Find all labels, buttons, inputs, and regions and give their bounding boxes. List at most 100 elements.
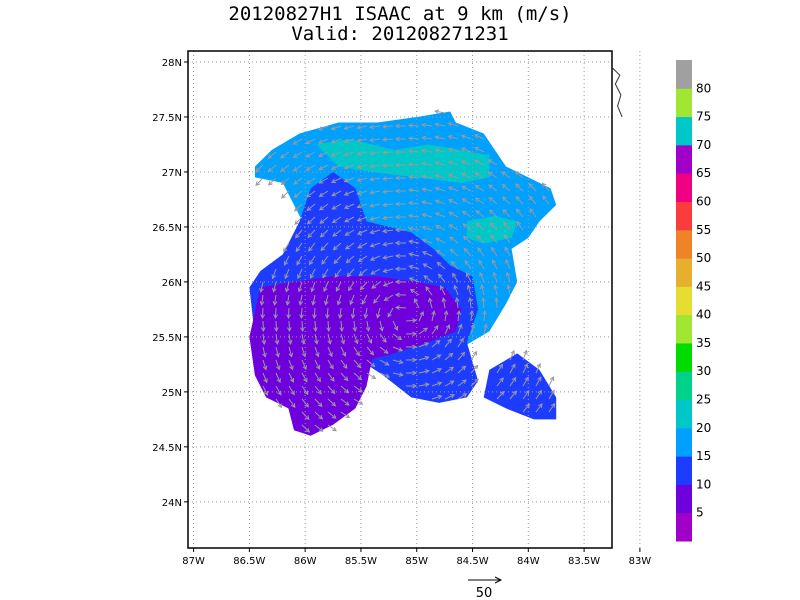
wind-arrow: [262, 372, 268, 384]
wind-arrow: [356, 125, 368, 130]
wind-arrow: [418, 382, 430, 388]
wind-arrow: [444, 366, 455, 374]
wind-arrow: [260, 320, 266, 333]
wind-arrow: [379, 372, 391, 378]
wind-arrow: [522, 403, 531, 413]
y-tick-label: 28N: [162, 58, 182, 69]
y-tick-label: 24.5N: [152, 443, 182, 454]
wind-arrow: [394, 123, 407, 129]
wind-arrow: [382, 241, 394, 247]
wind-arrow: [330, 138, 342, 144]
wind-arrow: [317, 125, 329, 131]
colorbar-label: 55: [696, 223, 711, 237]
wind-arrow: [306, 203, 316, 211]
wind-arrow: [470, 350, 478, 361]
wind-arrow: [371, 281, 381, 289]
wind-arrow: [509, 363, 516, 374]
wind-arrow: [373, 294, 381, 304]
wind-region-2: [316, 139, 490, 183]
wind-arrow: [340, 372, 349, 382]
wind-arrow: [331, 203, 342, 210]
wind-arrow: [408, 226, 420, 232]
wind-arrow: [272, 294, 278, 306]
wind-arrow: [353, 385, 363, 393]
wind-arrow: [528, 195, 537, 205]
wind-arrow: [284, 281, 290, 293]
wind-arrow: [457, 323, 463, 335]
wind-arrow: [394, 253, 407, 259]
wind-arrow: [312, 307, 317, 320]
wind-arrow: [522, 349, 528, 361]
wind-arrow: [275, 372, 281, 384]
wind-arrow: [275, 359, 281, 371]
wind-arrow: [488, 184, 498, 192]
wind-arrow: [407, 123, 420, 128]
colorbar-swatch: [676, 456, 692, 485]
wind-arrow: [369, 229, 381, 235]
wind-arrow: [267, 177, 277, 186]
wind-arrow: [348, 281, 355, 292]
wind-arrow: [421, 212, 433, 218]
wind-arrow: [369, 137, 381, 143]
wind-arrow: [405, 370, 418, 376]
wind-arrow: [466, 284, 472, 296]
wind-arrow: [366, 333, 373, 344]
wind-arrow: [344, 216, 355, 223]
wind-arrow: [450, 260, 459, 270]
wind-arrow: [434, 199, 446, 205]
wind-arrow: [356, 203, 368, 209]
wind-arrow: [522, 390, 530, 400]
wind-arrow: [272, 281, 277, 293]
wind-arrow: [449, 236, 459, 244]
x-tick-label: 84.5W: [456, 556, 488, 567]
wind-arrow: [493, 284, 498, 296]
wind-arrow: [297, 281, 303, 293]
wind-arrow: [444, 394, 455, 400]
wind-arrow: [284, 268, 290, 280]
wind-arrow: [465, 272, 472, 283]
wind-arrow: [339, 320, 344, 332]
wind-arrow: [365, 320, 371, 332]
wind-arrow: [421, 122, 433, 128]
wind-arrow: [491, 246, 498, 257]
colorbar-swatch: [676, 399, 692, 429]
chart-subtitle: Valid: 201208271231: [291, 23, 509, 45]
wind-arrow: [444, 352, 454, 361]
wind-arrow: [345, 255, 355, 264]
wind-arrow: [280, 164, 290, 172]
wind-arrow: [505, 271, 511, 283]
wind-arrow: [408, 174, 420, 180]
wind-arrow: [295, 242, 303, 253]
wind-arrow: [294, 229, 303, 239]
wind-arrow: [421, 135, 433, 141]
wind-arrow: [305, 151, 316, 158]
wind-arrow: [293, 203, 303, 212]
wind-arrow: [280, 190, 290, 199]
wind-arrow: [314, 333, 319, 345]
wind-arrow: [394, 292, 407, 298]
wind-arrow: [327, 333, 332, 345]
wind-arrow: [431, 354, 442, 361]
wind-arrow: [418, 342, 430, 348]
wind-arrow: [461, 185, 472, 192]
wind-arrow: [503, 221, 511, 231]
wind-arrow: [369, 203, 381, 208]
wind-arrow: [299, 307, 304, 320]
wind-arrow: [447, 173, 459, 179]
wind-arrow: [463, 247, 472, 257]
wind-arrow: [425, 286, 433, 296]
wind-arrow: [514, 183, 524, 192]
wind-arrow: [361, 294, 368, 305]
wind-arrow: [292, 164, 303, 172]
wind-arrow: [356, 216, 368, 222]
wind-arrow: [392, 372, 404, 377]
y-tick-label: 24N: [162, 498, 182, 509]
wind-arrow: [297, 268, 303, 280]
wind-arrow: [474, 146, 485, 153]
wind-arrow: [492, 271, 498, 283]
wind-arrow: [392, 346, 404, 352]
colorbar-label: 25: [696, 393, 711, 407]
wind-arrow: [379, 333, 387, 343]
wind-arrow: [394, 188, 407, 194]
